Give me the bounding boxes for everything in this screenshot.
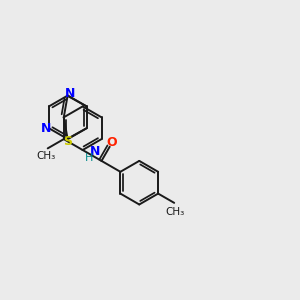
Text: CH₃: CH₃	[166, 207, 185, 217]
Text: N: N	[65, 87, 76, 101]
Text: S: S	[63, 135, 72, 148]
Text: O: O	[106, 136, 117, 149]
Text: N: N	[41, 122, 51, 135]
Text: H: H	[85, 152, 93, 163]
Text: N: N	[90, 145, 100, 158]
Text: CH₃: CH₃	[36, 151, 56, 161]
